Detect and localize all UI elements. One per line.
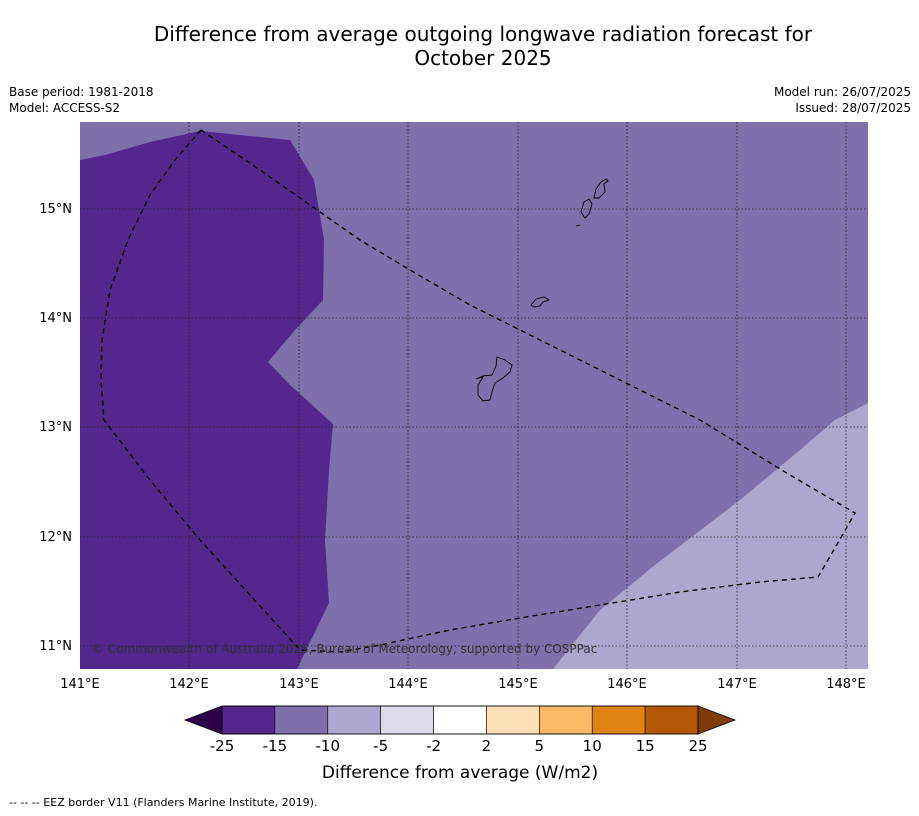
colorbar-extend-high <box>697 705 737 735</box>
guam-island <box>475 356 513 402</box>
colorbar-title: Difference from average (W/m2) <box>322 763 598 783</box>
gridlines <box>80 122 868 669</box>
meta-left: Base period: 1981-2018 Model: ACCESS-S2 <box>9 84 154 116</box>
eez-footnote: -- -- -- EEZ border V11 (Flanders Marine… <box>9 796 318 809</box>
colorbar-tick-label: -2 <box>426 737 441 755</box>
colorbar-outline <box>221 705 699 735</box>
lon-tick-label: 144°E <box>388 677 428 692</box>
credit-text: © Commonwealth of Australia 2025, Bureau… <box>92 642 597 656</box>
colorbar-tick-labels: -25 -15 -10 -5 -2 2 5 10 15 25 <box>210 737 708 755</box>
lon-tick-label: 145°E <box>498 677 538 692</box>
tinian-island <box>575 198 593 227</box>
colorbar-tick-label: 2 <box>482 737 492 755</box>
colorbar-cells <box>221 705 699 735</box>
lon-tick-label: 147°E <box>717 677 757 692</box>
base-period: Base period: 1981-2018 <box>9 85 154 99</box>
lat-tick-label: 11°N <box>39 639 72 654</box>
colorbar: -25 -15 -10 -5 -2 2 5 10 15 25 Difference from av… <box>183 705 737 783</box>
lat-tick-label: 12°N <box>39 530 72 545</box>
colorbar-tick-label: 15 <box>636 737 655 755</box>
lat-tick-label: 13°N <box>39 420 72 435</box>
colorbar-cell <box>221 705 276 735</box>
lat-tick-label: 14°N <box>39 311 72 326</box>
colorbar-cell <box>433 705 487 735</box>
colorbar-tick-label: -5 <box>373 737 388 755</box>
lon-tick-label: 142°E <box>169 677 209 692</box>
lon-tick-label: 148°E <box>826 677 866 692</box>
colorbar-tick-label: -15 <box>263 737 288 755</box>
eez-border <box>100 129 856 653</box>
anomaly-zone-minus25-minus15 <box>80 131 333 669</box>
lat-tick-labels: 15°N 14°N 13°N 12°N 11°N <box>39 202 72 654</box>
lon-tick-label: 141°E <box>60 677 100 692</box>
colorbar-cell <box>486 705 540 735</box>
colorbar-cell <box>591 705 646 735</box>
colorbar-cell <box>644 705 699 735</box>
saipan-island <box>593 178 609 199</box>
title-line-1: Difference from average outgoing longwav… <box>153 22 813 46</box>
colorbar-tick-label: 25 <box>688 737 707 755</box>
colorbar-cell <box>380 705 434 735</box>
lon-tick-label: 143°E <box>279 677 319 692</box>
island-group <box>475 178 609 402</box>
model-name: Model: ACCESS-S2 <box>9 101 121 115</box>
chart-title: Difference from average outgoing longwav… <box>60 22 906 70</box>
lon-tick-labels: 141°E 142°E 143°E 144°E 145°E 146°E 147°… <box>60 677 866 692</box>
colorbar-cell <box>327 705 381 735</box>
map-area: © Commonwealth of Australia 2025, Bureau… <box>80 122 868 669</box>
lat-tick-label: 15°N <box>39 202 72 217</box>
colorbar-tick-label: 5 <box>535 737 545 755</box>
colorbar-tick-label: -25 <box>210 737 235 755</box>
title-line-2: October 2025 <box>414 46 552 70</box>
colorbar-tick-label: 10 <box>583 737 602 755</box>
rota-island <box>530 296 551 308</box>
colorbar-tick-label: -10 <box>316 737 341 755</box>
lon-tick-label: 146°E <box>607 677 647 692</box>
colorbar-cell <box>274 705 329 735</box>
issued-date: Issued: 28/07/2025 <box>795 101 911 115</box>
model-run: Model run: 26/07/2025 <box>773 85 911 99</box>
colorbar-cell <box>539 705 593 735</box>
anomaly-zone-minus10-minus5 <box>553 403 868 669</box>
meta-right: Model run: 26/07/2025 Issued: 28/07/2025 <box>774 84 911 116</box>
colorbar-extend-low <box>183 705 223 735</box>
